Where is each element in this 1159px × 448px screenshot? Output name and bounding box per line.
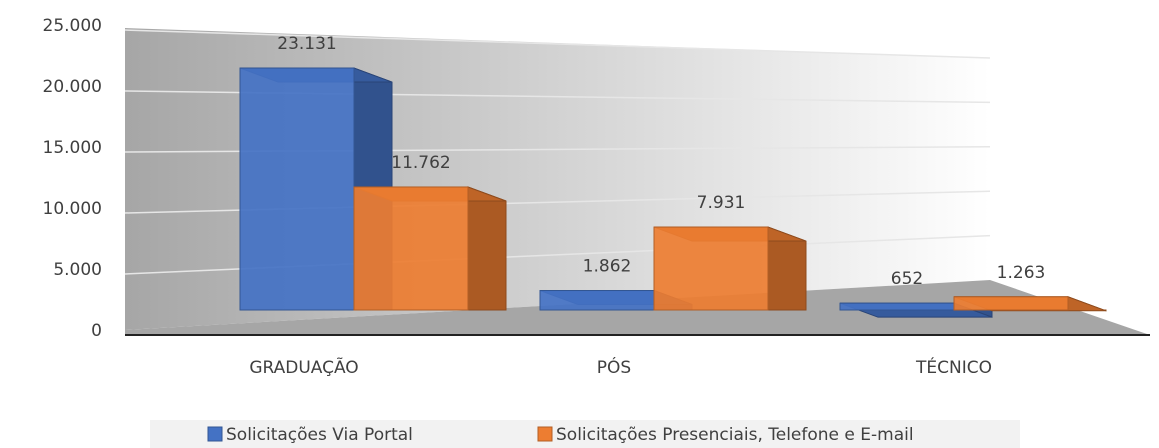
x-tick-label: PÓS xyxy=(597,356,631,378)
bar-front xyxy=(839,302,955,311)
bar-front xyxy=(653,226,769,311)
x-tick-label: GRADUAÇÃO xyxy=(249,356,358,378)
y-tick-label: 20.000 xyxy=(43,77,102,97)
legend-box xyxy=(150,420,1020,448)
data-label: 1.263 xyxy=(997,263,1046,283)
y-tick-label: 10.000 xyxy=(43,199,102,219)
grid-line xyxy=(124,29,991,59)
bar xyxy=(353,186,507,311)
bar-front xyxy=(353,186,469,311)
data-label: 652 xyxy=(891,269,923,289)
data-label: 7.931 xyxy=(697,193,746,213)
legend-swatch xyxy=(207,426,223,442)
bar-front xyxy=(953,296,1069,311)
legend-label: Solicitações Presenciais, Telefone e E-m… xyxy=(556,425,914,445)
x-tick-label: TÉCNICO xyxy=(915,356,992,378)
data-label: 1.862 xyxy=(583,257,632,277)
bar-front xyxy=(539,290,655,311)
bar-front xyxy=(239,67,355,311)
data-label: 11.762 xyxy=(391,153,450,173)
bar-side xyxy=(467,186,507,311)
legend-label: Solicitações Via Portal xyxy=(226,425,413,445)
y-tick-label: 25.000 xyxy=(43,16,102,36)
y-tick-label: 0 xyxy=(91,321,102,341)
bar xyxy=(953,296,1107,312)
legend-swatch xyxy=(537,426,553,442)
y-tick-label: 5.000 xyxy=(53,260,102,280)
bar xyxy=(653,226,807,311)
data-label: 23.131 xyxy=(277,34,336,54)
y-tick-label: 15.000 xyxy=(43,138,102,158)
